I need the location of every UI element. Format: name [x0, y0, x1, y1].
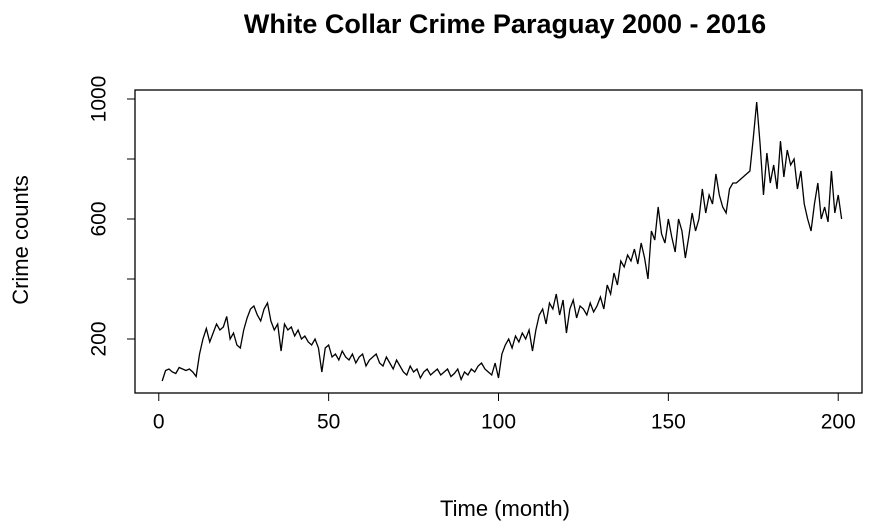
y-tick-label: 1000	[88, 76, 111, 123]
data-line	[161, 101, 843, 382]
y-tick-label: 200	[88, 321, 111, 356]
chart-title: White Collar Crime Paraguay 2000 - 2016	[244, 9, 766, 39]
x-axis-label: Time (month)	[440, 496, 570, 521]
y-tick-label: 600	[88, 201, 111, 236]
x-tick-label: 150	[651, 411, 686, 434]
x-tick-label: 50	[317, 411, 340, 434]
x-tick-label: 100	[481, 411, 516, 434]
x-tick-label: 0	[153, 411, 165, 434]
x-tick-label: 200	[821, 411, 856, 434]
y-axis-label: Crime counts	[8, 175, 33, 305]
